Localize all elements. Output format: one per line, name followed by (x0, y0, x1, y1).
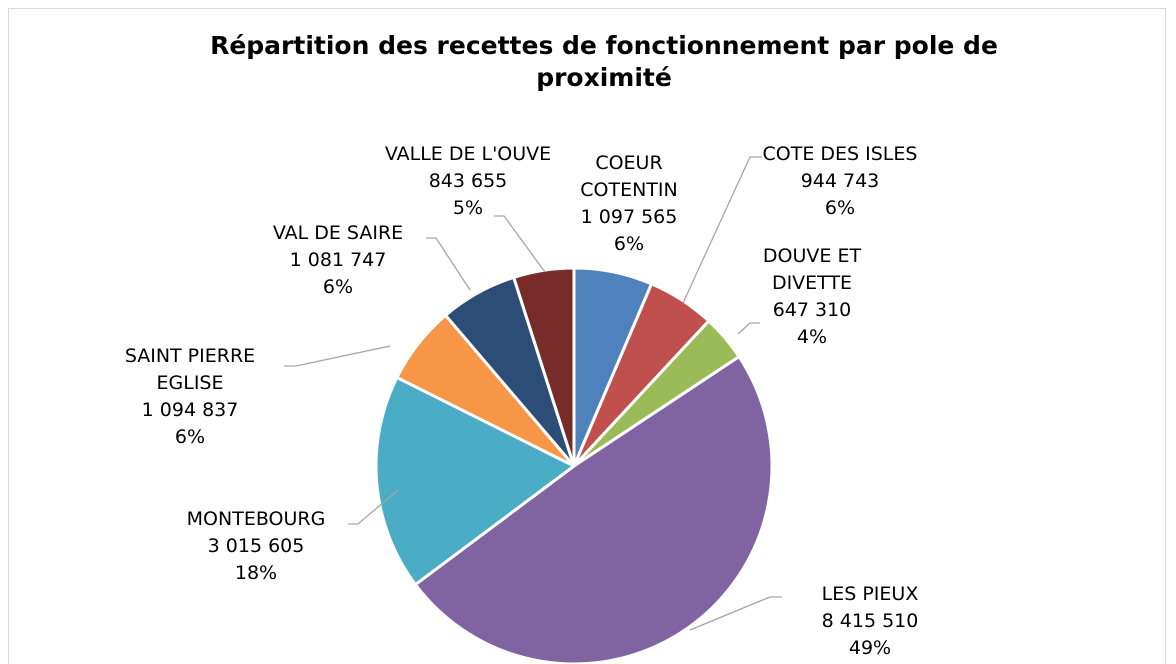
label-value: 944 743 (800, 170, 880, 192)
chart-frame (8, 8, 1166, 664)
label-name: DOUVE ET DIVETTE (762, 245, 862, 294)
label-value: 3 015 605 (207, 535, 305, 557)
data-label: DOUVE ET DIVETTE 647 310 4% (747, 243, 877, 351)
label-percent: 49% (848, 637, 892, 659)
label-name: LES PIEUX (821, 583, 919, 605)
label-percent: 6% (174, 426, 206, 448)
label-name: MONTEBOURG (186, 508, 326, 530)
leader-line (284, 345, 391, 367)
label-percent: 6% (613, 233, 645, 255)
data-label: COEUR COTENTIN 1 097 565 6% (564, 150, 694, 258)
label-value: 1 081 747 (289, 249, 387, 271)
label-value: 1 097 565 (580, 206, 678, 228)
data-label: SAINT PIERRE EGLISE 1 094 837 6% (95, 343, 285, 451)
label-percent: 5% (452, 197, 484, 219)
leader-line (737, 322, 760, 335)
leader-line (682, 156, 762, 304)
leader-line (689, 596, 782, 631)
label-name: COEUR COTENTIN (580, 152, 678, 201)
label-name: VAL DE SAIRE (272, 222, 404, 244)
leader-line (494, 215, 546, 273)
label-value: 8 415 510 (821, 610, 919, 632)
label-value: 647 310 (772, 299, 852, 321)
pie-slice (374, 375, 577, 587)
label-name: VALLE DE L'OUVE (384, 143, 552, 165)
label-percent: 18% (234, 562, 278, 584)
leader-line (348, 489, 399, 525)
label-value: 843 655 (428, 170, 508, 192)
label-percent: 6% (322, 276, 354, 298)
data-label: LES PIEUX 8 415 510 49% (790, 581, 950, 662)
label-name: COTE DES ISLES (762, 143, 918, 165)
label-value: 1 094 837 (141, 399, 239, 421)
data-label: VAL DE SAIRE 1 081 747 6% (243, 220, 433, 301)
data-label: VALLE DE L'OUVE 843 655 5% (358, 141, 578, 222)
label-name: SAINT PIERRE EGLISE (124, 345, 256, 394)
label-percent: 6% (824, 197, 856, 219)
data-label: MONTEBOURG 3 015 605 18% (161, 506, 351, 587)
leader-line (426, 237, 471, 291)
data-label: COTE DES ISLES 944 743 6% (740, 141, 940, 222)
pie-slice (413, 354, 774, 664)
chart-title: Répartition des recettes de fonctionneme… (210, 31, 998, 92)
label-percent: 4% (796, 326, 828, 348)
